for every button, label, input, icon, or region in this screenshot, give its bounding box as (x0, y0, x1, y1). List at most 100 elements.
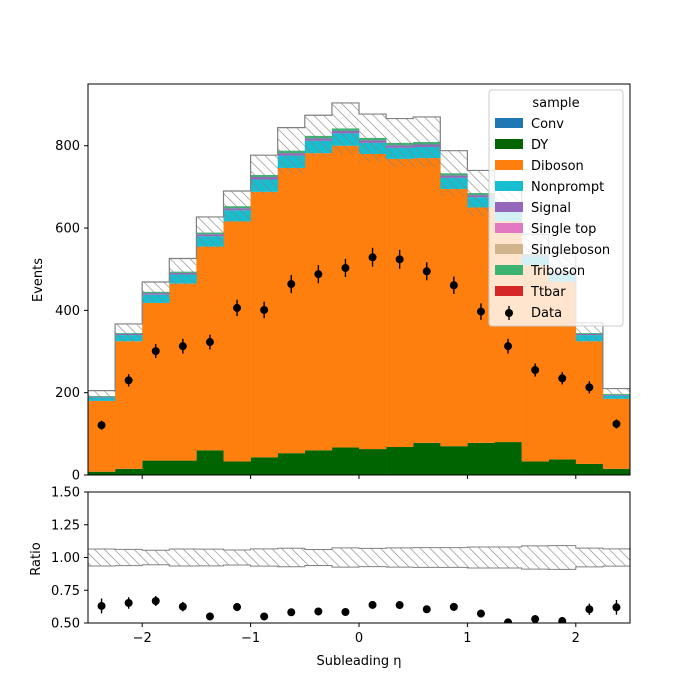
uncertainty-hatch (142, 281, 170, 302)
data-point (531, 366, 540, 375)
legend-swatch-nonprompt (495, 181, 523, 191)
ratio-band-hatch (196, 549, 224, 566)
ratio-point (124, 598, 133, 607)
uncertainty-hatch (575, 322, 603, 344)
ratio-point (233, 603, 242, 612)
uncertainty-hatch (169, 258, 197, 285)
data-series (97, 247, 621, 430)
data-point (558, 374, 567, 383)
ratio-point (151, 596, 160, 605)
data-point (368, 253, 377, 262)
ratio-y-ticks: 0.50 0.75 1.00 1.25 1.50 (51, 486, 88, 632)
ratio-x-ticks: −2 −1 0 1 2 (133, 623, 580, 646)
ratio-band-hatch (88, 548, 116, 567)
data-point (233, 303, 242, 312)
bar-dy (277, 453, 306, 475)
legend-label-signal: Signal (531, 201, 571, 216)
ratio-point (585, 605, 594, 614)
ratio-point (314, 607, 323, 616)
ratio-plot-area (88, 545, 630, 623)
ratio-band-hatch (548, 545, 576, 570)
data-point (97, 421, 106, 430)
bar-diboson (413, 158, 441, 443)
x-tick-label: 1 (463, 631, 471, 646)
data-point (260, 305, 269, 314)
legend-label-ttbar: Ttbar (530, 285, 566, 300)
ratio-panel: 0.50 0.75 1.00 1.25 1.50 −2 −1 0 1 2 Ratio Suble… (29, 486, 631, 669)
ratio-band-hatch (602, 548, 630, 567)
data-point (314, 270, 323, 279)
bar-diboson (575, 341, 604, 464)
data-point (612, 419, 621, 428)
y-tick-label: 600 (55, 222, 80, 237)
ratio-band-hatch (250, 548, 278, 567)
bar-dy (386, 447, 414, 475)
bar-dy (250, 457, 278, 475)
ratio-y-axis-label: Ratio (29, 542, 44, 575)
legend-swatch-dy (495, 139, 523, 149)
main-panel: 0 200 400 600 800 Events sample Conv DY Diboson… (31, 83, 631, 484)
bar-dy (413, 442, 441, 475)
data-point (449, 281, 458, 290)
x-tick-label: 2 (572, 631, 580, 646)
ratio-point (341, 607, 350, 616)
bar-dy (521, 461, 549, 475)
bar-dy (575, 463, 604, 475)
data-point (178, 342, 187, 351)
main-plot-area (88, 102, 630, 475)
bar-dy (359, 449, 387, 475)
bar-dy (440, 446, 468, 475)
uncertainty-hatch (250, 155, 278, 195)
ratio-band-hatch (521, 545, 549, 570)
bar-dy (602, 468, 630, 475)
legend: sample Conv DY Diboson Nonprompt Signal Single… (488, 89, 624, 327)
legend-swatch-diboson (495, 160, 523, 170)
bar-diboson (277, 167, 306, 454)
bar-dy (142, 460, 170, 475)
ratio-uncertainty-band (88, 545, 630, 570)
ratio-band-hatch (223, 550, 251, 565)
bar-diboson (169, 283, 197, 461)
ratio-point (395, 601, 404, 610)
bar-diboson (88, 400, 116, 472)
ratio-point (260, 612, 269, 621)
ratio-point (97, 601, 106, 610)
x-tick-label: 0 (355, 631, 363, 646)
ratio-point (558, 617, 567, 623)
ratio-y-tick-label: 0.75 (51, 584, 80, 599)
ratio-point (449, 602, 458, 611)
ratio-band-hatch (386, 547, 414, 568)
uncertainty-hatch (88, 390, 116, 402)
data-point (585, 383, 594, 392)
ratio-band-hatch (115, 549, 143, 566)
bar-diboson (223, 221, 251, 462)
ratio-band-hatch (169, 548, 197, 567)
y-tick-label: 400 (55, 304, 80, 319)
ratio-band-hatch (440, 547, 468, 568)
ratio-point (531, 615, 540, 623)
main-y-axis-label: Events (31, 258, 46, 302)
legend-label-nonprompt: Nonprompt (531, 180, 604, 195)
bar-diboson (115, 341, 143, 469)
bar-diboson (602, 398, 630, 469)
ratio-point (612, 603, 621, 612)
ratio-band-hatch (467, 547, 495, 568)
stack-dy (88, 442, 630, 475)
bar-dy (467, 442, 495, 475)
data-point (422, 267, 431, 276)
bar-diboson (359, 153, 387, 450)
bar-dy (304, 450, 333, 475)
ratio-y-tick-label: 1.25 (51, 518, 80, 533)
uncertainty-hatch (304, 115, 332, 157)
uncertainty-hatch (602, 388, 630, 400)
legend-data-marker (505, 309, 513, 317)
uncertainty-hatch (413, 116, 441, 168)
data-point (395, 255, 404, 264)
bar-dy (169, 460, 197, 475)
ratio-point (504, 618, 513, 623)
data-point (341, 263, 350, 272)
ratio-point (205, 612, 214, 621)
legend-title: sample (532, 96, 579, 111)
x-tick-label: −2 (133, 631, 152, 646)
data-point (287, 280, 296, 289)
